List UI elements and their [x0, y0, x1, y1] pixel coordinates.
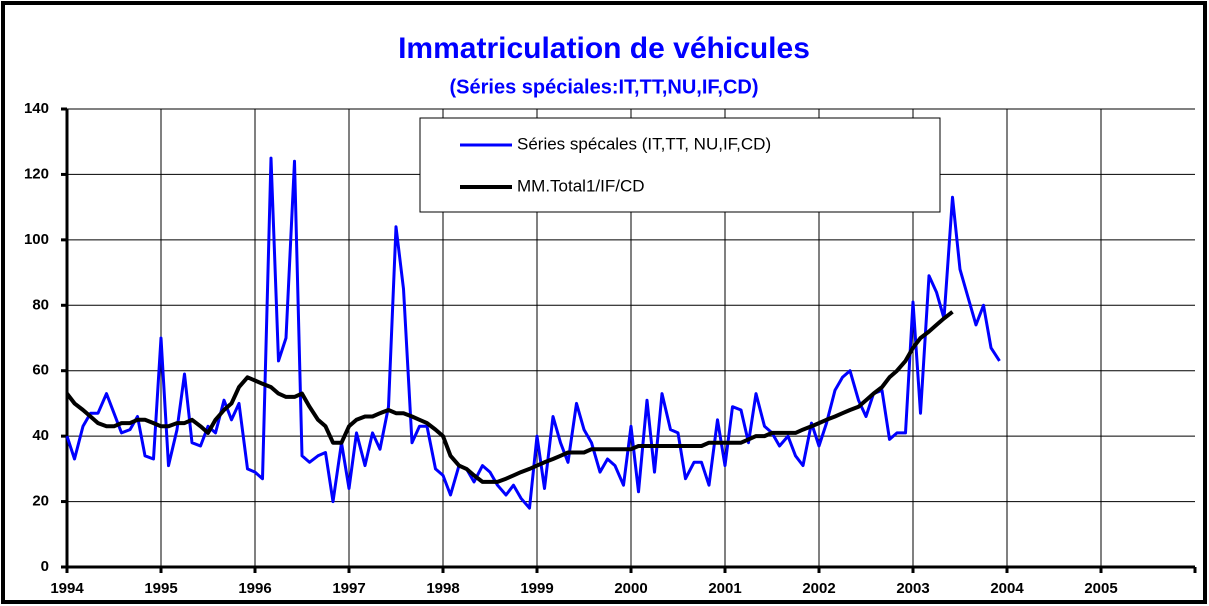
chart-subtitle: (Séries spéciales:IT,TT,NU,IF,CD)	[450, 76, 759, 98]
y-tick-label: 0	[41, 558, 49, 575]
x-tick-label: 2004	[990, 580, 1024, 597]
y-tick-label: 100	[24, 231, 49, 248]
x-tick-label: 1994	[50, 580, 84, 597]
x-tick-label: 1996	[238, 580, 271, 597]
x-tick-label: 2003	[896, 580, 929, 597]
legend-label: MM.Total1/IF/CD	[517, 176, 645, 195]
chart-title: Immatriculation de véhicules	[398, 32, 810, 65]
x-tick-label: 1998	[426, 580, 459, 597]
x-tick-label: 2005	[1084, 580, 1117, 597]
y-tick-label: 60	[32, 362, 49, 379]
x-tick-label: 2000	[614, 580, 647, 597]
x-tick-label: 2001	[708, 580, 741, 597]
y-tick-label: 140	[24, 100, 49, 117]
x-tick-label: 2002	[802, 580, 835, 597]
y-tick-label: 20	[32, 493, 49, 510]
legend-box	[419, 117, 941, 213]
y-tick-label: 120	[24, 165, 49, 182]
series-line	[65, 156, 1001, 510]
y-tick-label: 40	[32, 427, 49, 444]
x-tick-label: 1995	[144, 580, 177, 597]
series-line	[65, 310, 954, 484]
legend-label: Séries spécales (IT,TT, NU,IF,CD)	[517, 134, 771, 153]
x-tick-label: 1999	[520, 580, 553, 597]
x-tick-label: 1997	[332, 580, 365, 597]
y-tick-label: 80	[32, 296, 49, 313]
